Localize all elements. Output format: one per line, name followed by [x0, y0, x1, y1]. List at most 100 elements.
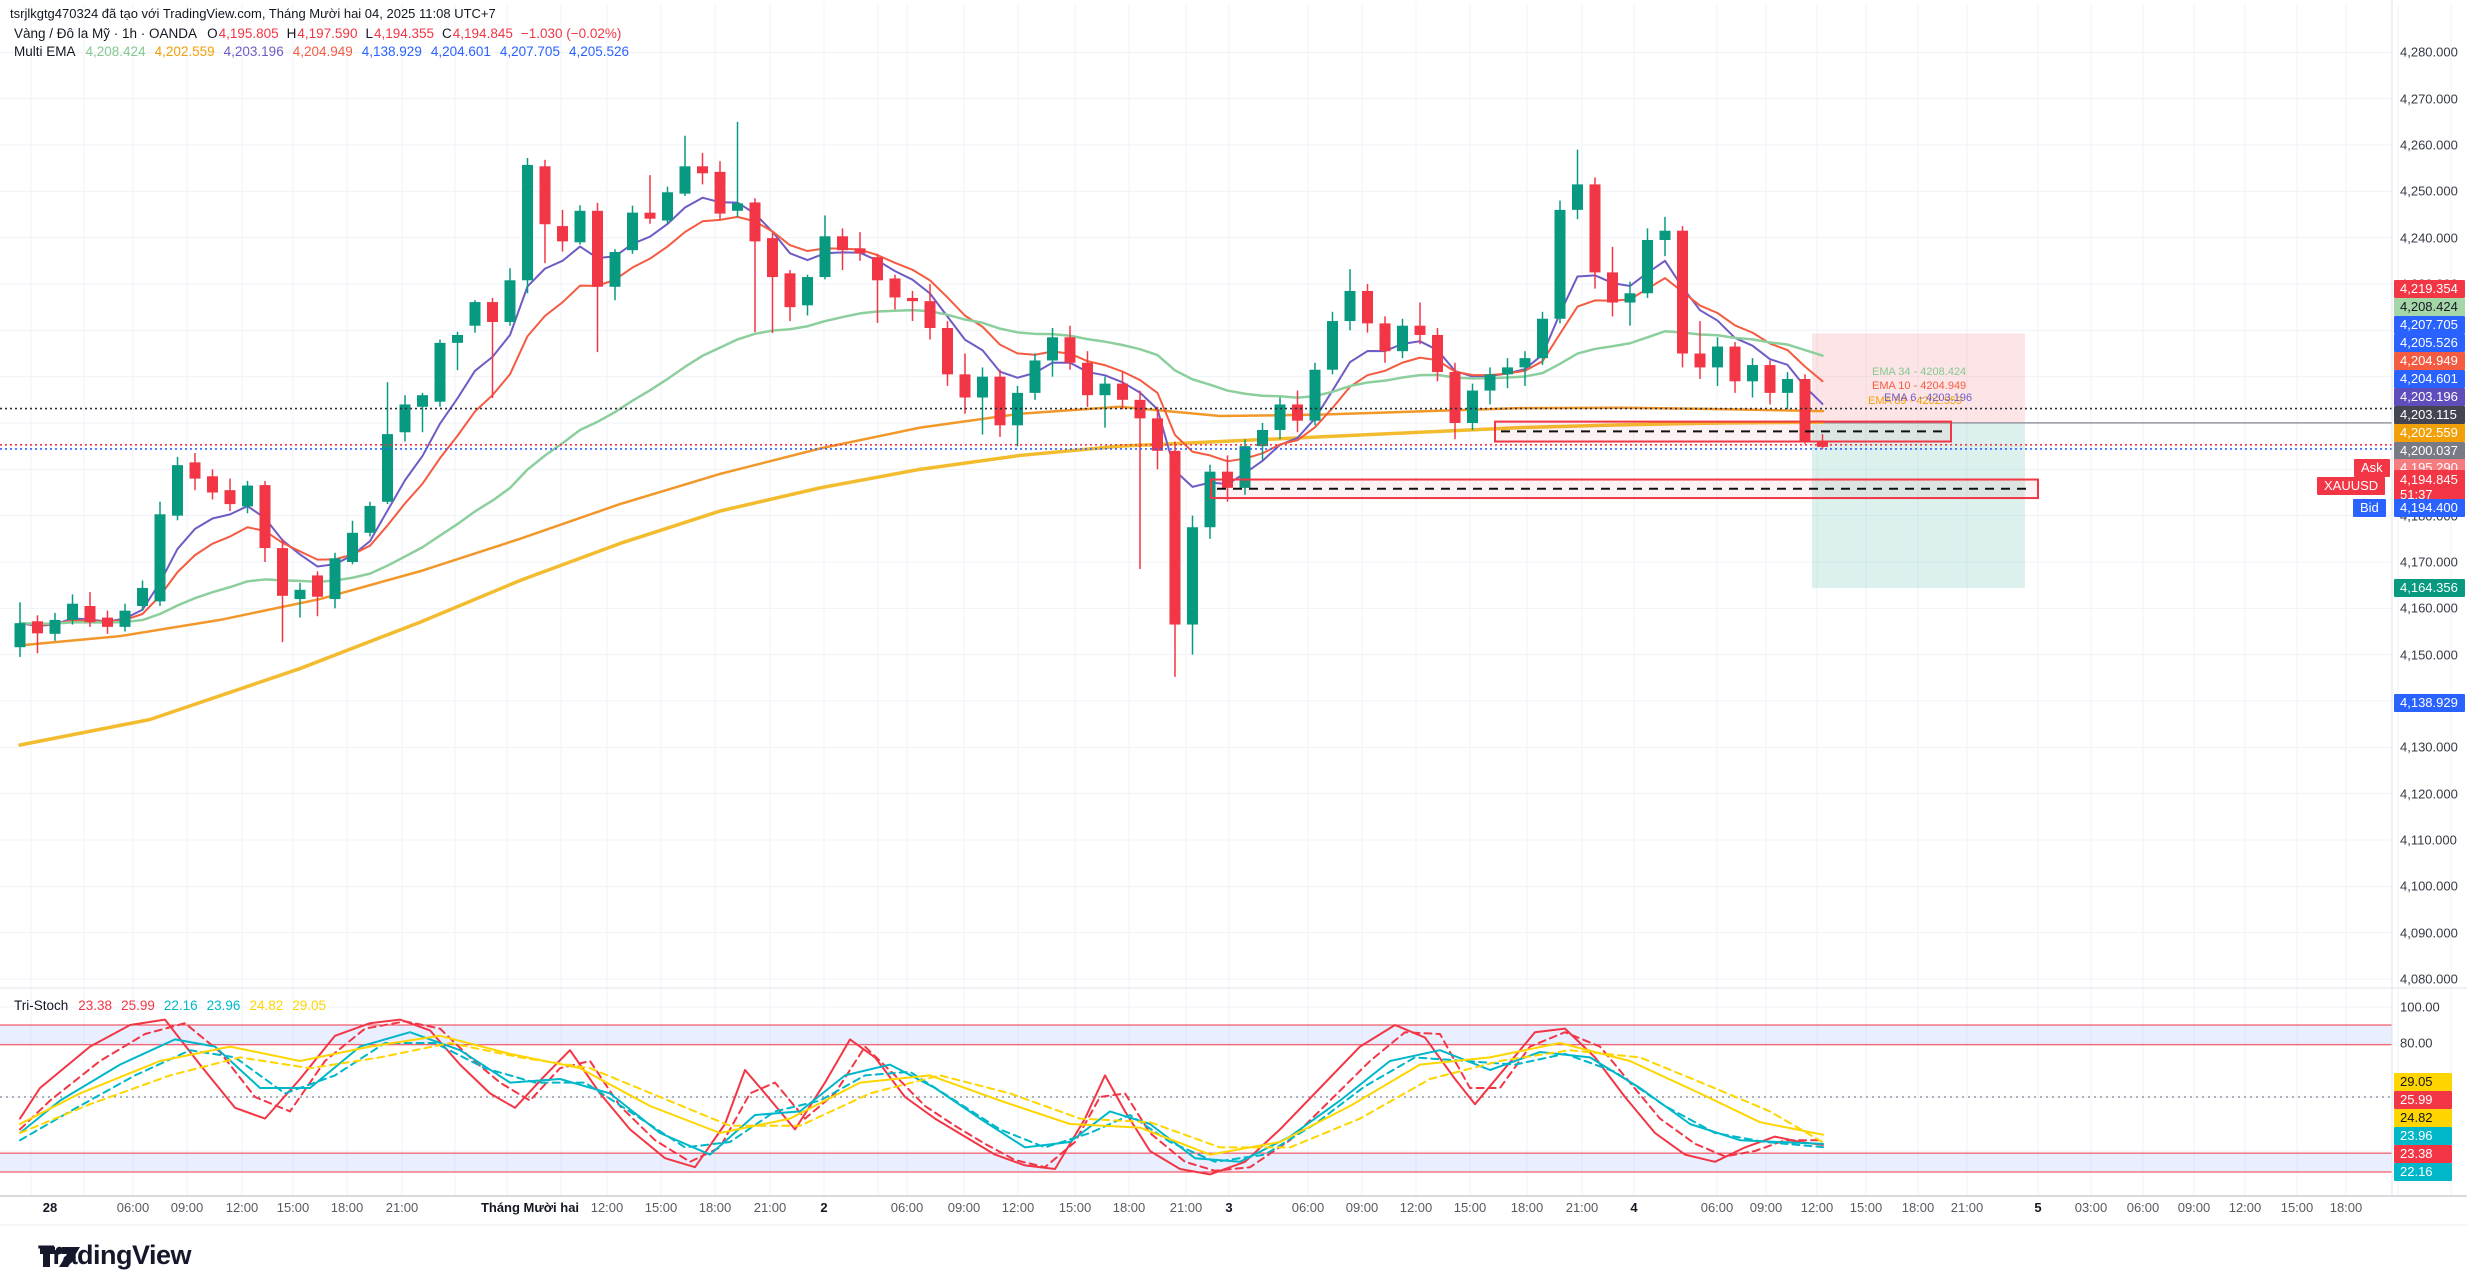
symbol-legend-item: H [286, 26, 297, 41]
candle-body [1659, 230, 1671, 240]
candle-body [434, 342, 446, 402]
ema-line [19, 215, 1824, 627]
candle-body [207, 476, 218, 493]
candle-body [1502, 367, 1513, 375]
stoch-axis-badge: 29.05 [2394, 1073, 2452, 1091]
price-axis-badge: 4,194.845 51:37 [2394, 470, 2465, 502]
price-tick-label: 4,240.000 [2400, 230, 2458, 246]
candle-body [1572, 184, 1583, 210]
candle-body [1344, 290, 1356, 322]
candle-body [767, 238, 778, 278]
candle-body [399, 404, 411, 433]
candle-body [14, 623, 26, 648]
candle-body [1117, 383, 1128, 400]
price-tick-label: 4,130.000 [2400, 739, 2458, 755]
price-tick-label: 4,270.000 [2400, 91, 2458, 107]
candle-body [1642, 239, 1653, 294]
candle-body [1432, 334, 1443, 373]
stoch-axis-badge: 23.38 [2394, 1145, 2452, 1163]
price-tick-label: 4,150.000 [2400, 647, 2458, 663]
candle-body [1327, 321, 1338, 370]
candle-body [1729, 346, 1741, 382]
candle-body [1764, 365, 1776, 393]
position-risk-zone [1812, 333, 2025, 423]
time-axis-label: 21:00 [753, 1200, 787, 1215]
symbol-legend-item: L [365, 26, 373, 41]
stoch-axis-badge: 25.99 [2394, 1091, 2452, 1109]
candle-body [574, 210, 586, 243]
candle-body [1064, 337, 1076, 363]
candle-body [224, 490, 236, 505]
price-tick-label: 4,110.000 [2400, 832, 2457, 848]
multi-ema-legend[interactable]: Multi EMA 4,208.424 4,202.559 4,203.196 4,20… [14, 44, 629, 59]
candle-body [1799, 378, 1811, 442]
symbol-legend-item: O [207, 26, 218, 41]
ema-series-tag: EMA 34 - 4208.424 [1872, 366, 1967, 378]
time-axis-label: 15:00 [1453, 1200, 1487, 1215]
candle-body [1379, 323, 1391, 352]
candle-body [172, 465, 183, 516]
candle-body [714, 171, 726, 214]
time-axis-label: 15:00 [1849, 1200, 1883, 1215]
stoch-band [0, 1153, 2392, 1173]
multi-ema-value: 4,204.949 [292, 44, 353, 59]
time-axis-label: 06:00 [116, 1200, 150, 1215]
ema-series-tag: EMA 10 - 4204.949 [1872, 380, 1967, 392]
time-axis-label: 15:00 [644, 1200, 678, 1215]
time-axis-label: 12:00 [225, 1200, 259, 1215]
ema-series-tag: EMA 89 - 4202.559 [1868, 395, 1963, 407]
candle-body [924, 301, 936, 329]
time-axis-label: 12:00 [1800, 1200, 1834, 1215]
time-axis-label: 15:00 [2280, 1200, 2314, 1215]
stoch-tick-label: 80.00 [2400, 1035, 2433, 1051]
candle-body [452, 334, 463, 343]
time-axis-label: 21:00 [1565, 1200, 1599, 1215]
time-axis-label: 28 [42, 1200, 58, 1215]
candle-body [67, 603, 78, 620]
stoch-cyan-d [19, 1042, 1824, 1163]
symbol-legend-item: −1.030 (−0.02%) [520, 26, 622, 41]
tri-stoch-value: Tri-Stoch [14, 998, 69, 1013]
time-axis-label: 21:00 [1169, 1200, 1203, 1215]
candle-body [1012, 392, 1023, 426]
time-axis-label: 09:00 [947, 1200, 981, 1215]
tradingview-logo[interactable]: TradingView [38, 1240, 192, 1271]
candle-body [854, 248, 866, 254]
symbol-legend-item: C [442, 26, 452, 41]
candle-body [959, 374, 971, 398]
time-axis-label: 09:00 [2177, 1200, 2211, 1215]
time-axis-label: 15:00 [276, 1200, 310, 1215]
time-axis-label: 03:00 [2074, 1200, 2108, 1215]
candle-body [837, 236, 848, 251]
candle-body [609, 252, 621, 287]
candle-body [504, 280, 516, 322]
symbol-legend-item: 4,195.805 [218, 26, 279, 41]
symbol-legend[interactable]: Vàng / Đô la Mỹ · 1h · OANDA O4,195.805 H4… [14, 26, 621, 41]
candle-body [1204, 471, 1216, 528]
candle-body [977, 376, 988, 398]
stoch-tick-label: 100.00 [2400, 999, 2440, 1015]
stoch-band [0, 1025, 2392, 1045]
time-axis-label: 09:00 [170, 1200, 204, 1215]
candle-body [1712, 346, 1723, 368]
price-axis-badge: 4,204.601 [2394, 370, 2465, 388]
tri-stoch-legend[interactable]: Tri-Stoch 23.38 25.99 22.16 23.96 24.82 29.05 [14, 998, 326, 1013]
candle-body [137, 587, 148, 607]
candle-body [294, 589, 306, 600]
candle-body [417, 395, 428, 407]
candle-body [119, 610, 131, 627]
multi-ema-value: 4,138.929 [361, 44, 422, 59]
candle-body [1187, 527, 1198, 625]
candle-body [907, 297, 918, 302]
time-axis-label: 18:00 [698, 1200, 732, 1215]
range-box [1494, 420, 1952, 443]
candle-body [1029, 360, 1041, 393]
stoch-axis-badge: 23.96 [2394, 1127, 2452, 1145]
ema-line [18, 405, 1825, 647]
candle-body [1257, 429, 1268, 447]
price-tick-label: 4,160.000 [2400, 600, 2458, 616]
time-axis-label: 5 [2034, 1200, 2042, 1215]
candle-body [1047, 337, 1058, 361]
